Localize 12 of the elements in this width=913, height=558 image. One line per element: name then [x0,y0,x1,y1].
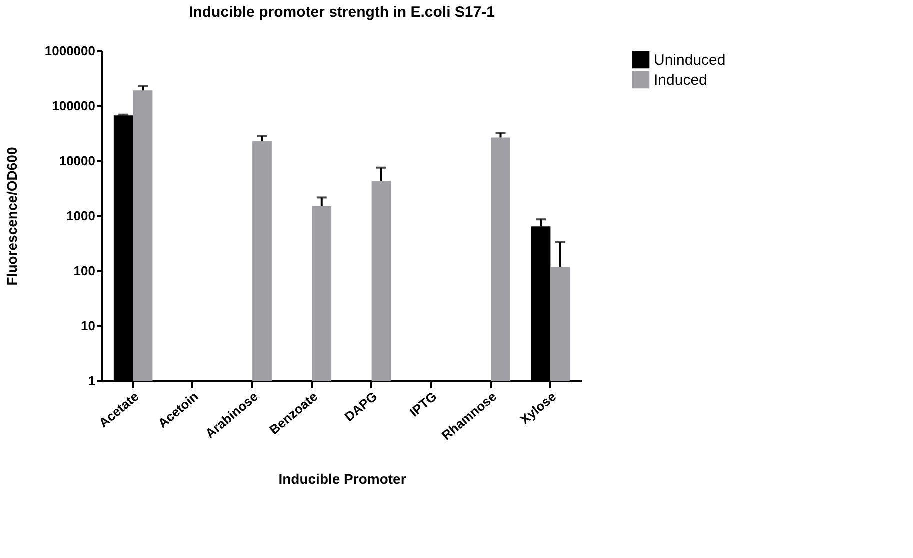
y-tick-label: 1 [88,374,96,388]
y-tick-label: 100000 [52,98,96,114]
legend-label: Induced [654,72,708,89]
y-tick-label: 1000000 [44,44,96,58]
y-tick-label: 10 [81,318,96,334]
legend-label: Uninduced [654,52,726,69]
chart-title: Inducible promoter strength in E.coli S17-1 [189,4,495,21]
y-tick-label: 1000 [66,208,96,224]
y-axis-title: Fluorescence/OD600 [4,147,20,286]
y-tick-label: 100 [74,264,96,278]
y-tick-label: 10000 [59,154,96,168]
x-axis-title: Inducible Promoter [278,471,407,488]
